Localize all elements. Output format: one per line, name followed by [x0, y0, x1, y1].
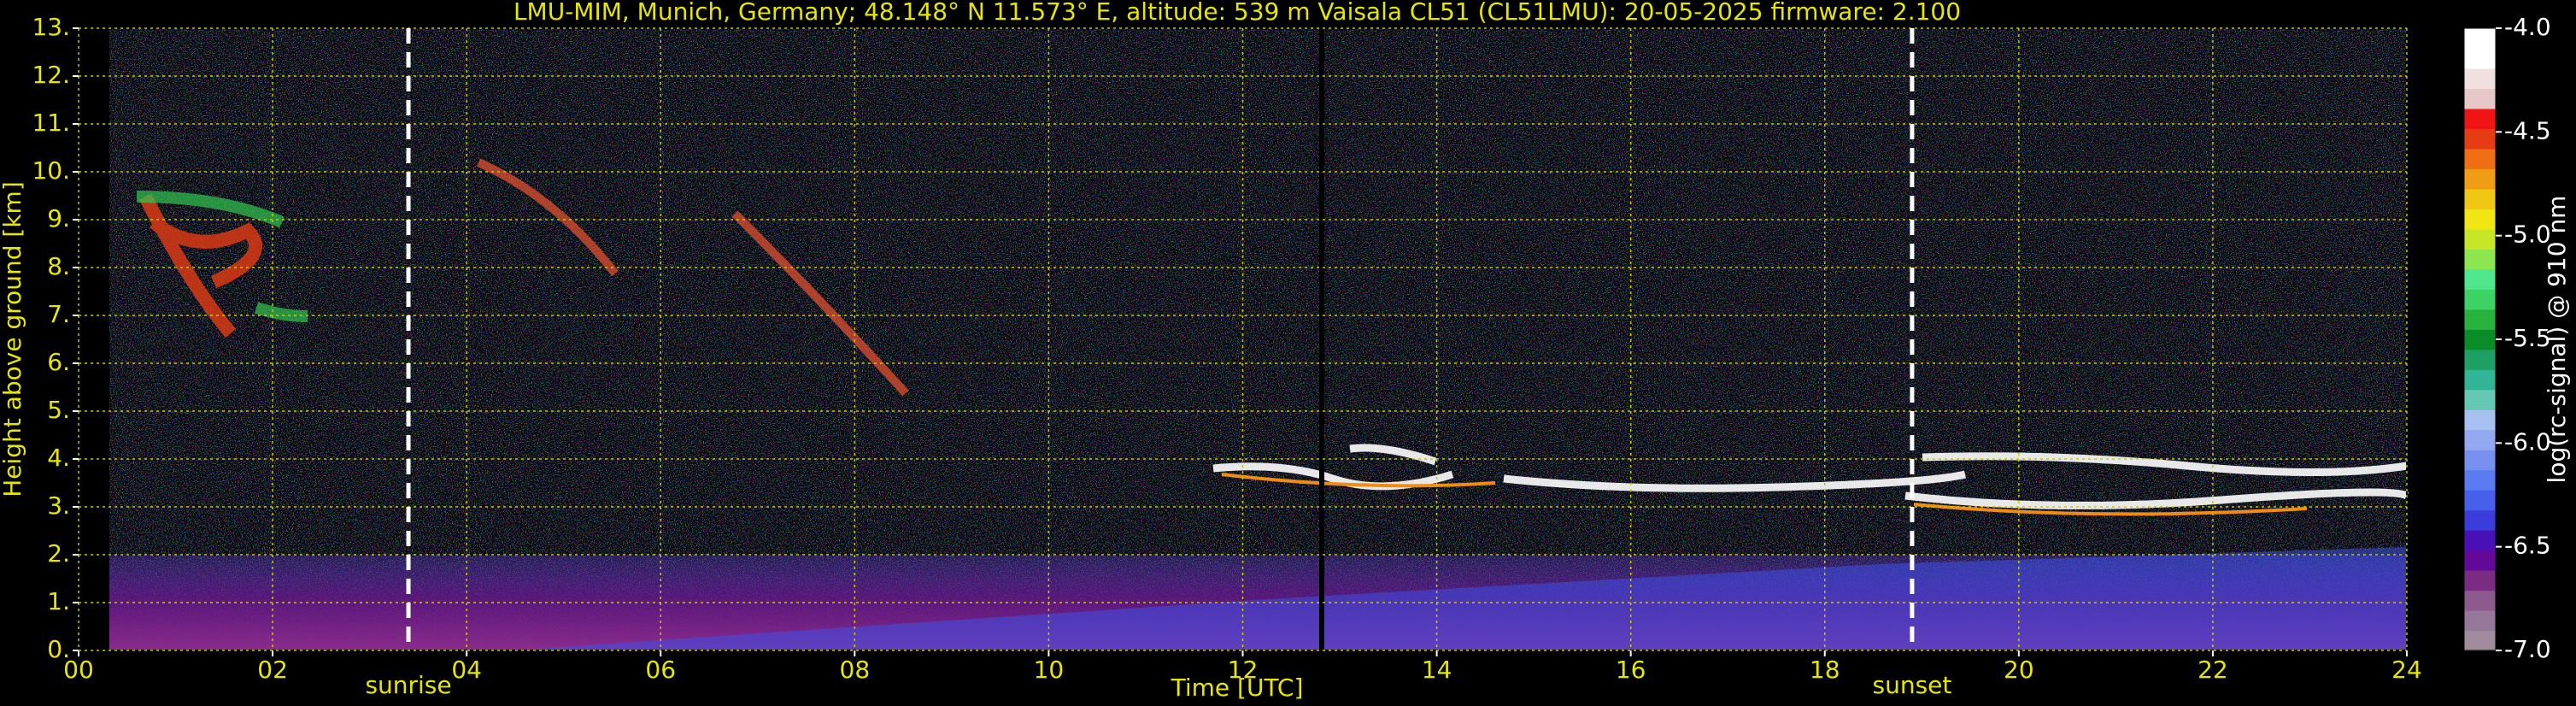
- x-tick-label: 06: [645, 656, 676, 684]
- y-tick-label: 11.: [32, 109, 70, 137]
- colorbar-swatch: [2464, 209, 2496, 230]
- x-tick-label: 18: [1810, 656, 1840, 684]
- y-tick-label: 12.: [32, 61, 70, 89]
- x-tick-label: 12: [1228, 656, 1259, 684]
- colorbar-swatch: [2464, 530, 2496, 551]
- colorbar-swatch: [2464, 188, 2496, 209]
- y-tick-label: 2.: [47, 539, 70, 568]
- x-tick-label: 22: [2198, 656, 2228, 684]
- colorbar-tick-label: -7.0: [2504, 635, 2551, 663]
- colorbar-swatch: [2464, 108, 2496, 130]
- x-tick-label: 00: [63, 656, 94, 684]
- y-tick-label: 5.: [47, 396, 70, 424]
- colorbar-swatch: [2464, 88, 2496, 109]
- y-axis-label: Height above ground [km]: [0, 181, 26, 497]
- colorbar-tick-label: -4.0: [2504, 13, 2551, 41]
- x-tick-label: 14: [1422, 656, 1452, 684]
- colorbar-tick-label: -6.5: [2504, 532, 2551, 560]
- colorbar-tick-label: -6.0: [2504, 427, 2551, 456]
- colorbar-swatch: [2464, 349, 2496, 370]
- colorbar-swatch: [2464, 429, 2496, 450]
- colorbar-swatch: [2464, 409, 2496, 431]
- colorbar-tick-label: -4.5: [2504, 116, 2551, 144]
- colorbar-swatch: [2464, 329, 2496, 350]
- colorbar-swatch: [2464, 148, 2496, 169]
- y-tick-label: 6.: [47, 348, 70, 376]
- x-axis-label: Time [UTC]: [1171, 674, 1304, 702]
- colorbar-swatch: [2464, 168, 2496, 190]
- y-tick-label: 7.: [47, 300, 70, 328]
- chart-title: LMU-MIM, Munich, Germany; 48.148° N 11.5…: [513, 0, 1961, 26]
- x-tick-label: 02: [257, 656, 288, 684]
- annotation-label: sunset: [1873, 671, 1952, 699]
- y-tick-label: 4.: [47, 444, 70, 472]
- colorbar-swatch: [2464, 369, 2496, 391]
- colorbar-swatch: [2464, 490, 2496, 511]
- colorbar-label: log(rc-signal) @ 910 nm: [2543, 196, 2571, 484]
- x-tick-label: 24: [2391, 656, 2422, 684]
- colorbar-swatch: [2464, 590, 2496, 611]
- colorbar-swatch: [2464, 509, 2496, 531]
- colorbar-swatch: [2464, 570, 2496, 591]
- colorbar-tick-label: -5.0: [2504, 221, 2551, 249]
- colorbar-swatch: [2464, 469, 2496, 491]
- colorbar-swatch: [2464, 128, 2496, 150]
- annotation-label: sunrise: [365, 671, 451, 699]
- colorbar-swatch: [2464, 389, 2496, 410]
- colorbar-swatch: [2464, 450, 2496, 471]
- x-tick-label: 16: [1616, 656, 1646, 684]
- colorbar-swatch: [2464, 610, 2496, 632]
- y-tick-label: 8.: [47, 252, 70, 280]
- colorbar-swatch: [2464, 68, 2496, 90]
- colorbar-swatch: [2464, 249, 2496, 270]
- colorbar-swatch: [2464, 309, 2496, 330]
- colorbar-swatch: [2464, 268, 2496, 290]
- y-tick-label: 3.: [47, 491, 70, 520]
- x-tick-label: 20: [2004, 656, 2034, 684]
- y-tick-label: 13.: [32, 13, 70, 41]
- colorbar-swatch: [2464, 550, 2496, 571]
- x-tick-label: 08: [840, 656, 871, 684]
- colorbar-swatch: [2464, 28, 2496, 50]
- y-tick-label: 1.: [47, 587, 70, 615]
- x-tick-label: 10: [1034, 656, 1065, 684]
- colorbar-swatch: [2464, 48, 2496, 69]
- y-tick-label: 0.: [47, 635, 70, 663]
- colorbar-swatch: [2464, 630, 2496, 651]
- colorbar-swatch: [2464, 289, 2496, 310]
- y-tick-label: 10.: [32, 156, 70, 185]
- colorbar-tick-label: -5.5: [2504, 324, 2551, 352]
- x-tick-label: 04: [451, 656, 482, 684]
- colorbar-swatch: [2464, 228, 2496, 250]
- y-tick-label: 9.: [47, 204, 70, 232]
